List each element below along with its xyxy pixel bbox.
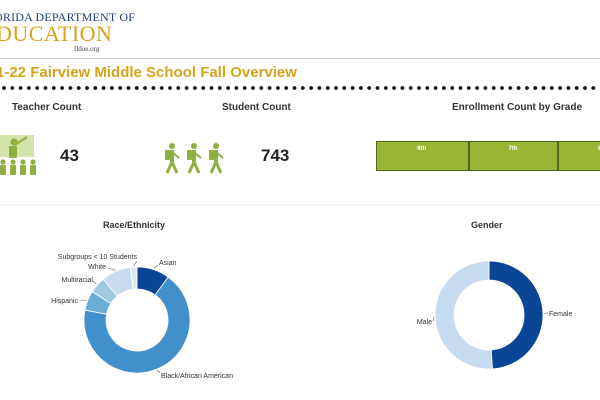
dotted-separator [2, 86, 596, 90]
enrollment-bar-label: 6th [417, 146, 427, 152]
section-divider [0, 204, 600, 205]
slice-label: Subgroups < 10 Students [58, 254, 138, 261]
fldoe-logo[interactable]: ORIDA DEPARTMENT OF DUCATION fldoe.org [0, 6, 135, 53]
logo-line-1: ORIDA DEPARTMENT OF [0, 10, 136, 24]
enrollment-bar-7th[interactable] [468, 141, 559, 171]
enrollment-bar-6th[interactable] [376, 141, 469, 171]
teacher-count-title: Teacher Count [12, 102, 82, 113]
enrollment-bar-8th[interactable] [558, 141, 600, 171]
teacher-icon [0, 135, 36, 175]
slice-leader-line [153, 264, 159, 269]
slice-female[interactable] [488, 260, 544, 370]
students-walking-icon [165, 143, 224, 174]
header-divider [0, 58, 600, 59]
enrollment-chart-title: Enrollment Count by Grade [452, 102, 583, 113]
enrollment-bar-label: 8th [598, 146, 600, 152]
slice-leader-line [107, 267, 116, 271]
page-title: 1-22 Fairview Middle School Fall Overvie… [0, 64, 297, 81]
slice-leader-line [79, 299, 87, 302]
gender-chart-title: Gender [471, 220, 503, 230]
slice-label: Multiracial [61, 277, 93, 284]
enrollment-bar-label: 7th [508, 146, 518, 152]
slice-label: Male [417, 319, 432, 326]
slice-leader-line [432, 316, 435, 322]
slice-leader-line [92, 280, 97, 285]
slice-label: Hispanic [51, 298, 78, 305]
slice-male[interactable] [434, 260, 493, 370]
slice-leader-line [156, 369, 161, 374]
slice-black-african-american[interactable] [83, 276, 191, 374]
slice-label: Black/African American [161, 373, 233, 380]
race-chart-title: Race/Ethnicity [103, 220, 166, 230]
slice-leader-line [133, 260, 138, 267]
logo-url: fldoe.org [74, 45, 100, 53]
teacher-count-value: 43 [60, 146, 79, 165]
gender-donut: Female Male [417, 260, 572, 370]
slice-label: White [88, 264, 106, 271]
logo-line-2: DUCATION [0, 21, 113, 46]
slice-label: Asian [159, 260, 177, 267]
slice-label: Female [549, 311, 572, 318]
student-count-title: Student Count [222, 102, 291, 113]
student-count-value: 743 [261, 146, 290, 165]
enrollment-bar-chart: 6th 7th 8th [376, 141, 600, 171]
slice-subgroups-10-students[interactable] [129, 266, 138, 290]
race-ethnicity-donut: Asian Black/African American Hispanic Multi… [51, 254, 233, 380]
